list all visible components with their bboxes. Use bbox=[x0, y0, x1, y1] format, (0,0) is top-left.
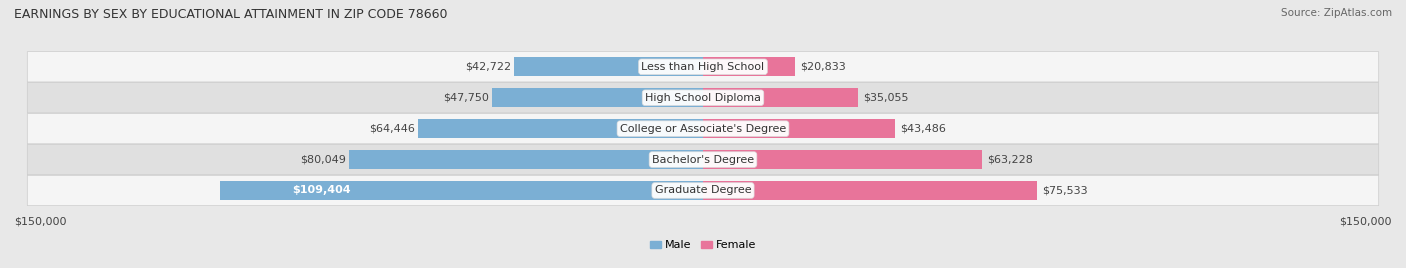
Legend: Male, Female: Male, Female bbox=[645, 236, 761, 255]
Text: Graduate Degree: Graduate Degree bbox=[655, 185, 751, 195]
Bar bbox=[219, 181, 703, 200]
Text: High School Diploma: High School Diploma bbox=[645, 93, 761, 103]
Text: $47,750: $47,750 bbox=[443, 93, 489, 103]
Text: EARNINGS BY SEX BY EDUCATIONAL ATTAINMENT IN ZIP CODE 78660: EARNINGS BY SEX BY EDUCATIONAL ATTAINMEN… bbox=[14, 8, 447, 21]
Bar bbox=[703, 57, 794, 76]
FancyBboxPatch shape bbox=[27, 144, 1379, 175]
Text: $63,228: $63,228 bbox=[987, 155, 1033, 165]
FancyBboxPatch shape bbox=[27, 113, 1379, 144]
FancyBboxPatch shape bbox=[27, 83, 1379, 113]
Text: Less than High School: Less than High School bbox=[641, 62, 765, 72]
Bar bbox=[419, 119, 703, 138]
Bar bbox=[492, 88, 703, 107]
Text: $80,049: $80,049 bbox=[301, 155, 346, 165]
Text: $64,446: $64,446 bbox=[370, 124, 415, 134]
Text: Source: ZipAtlas.com: Source: ZipAtlas.com bbox=[1281, 8, 1392, 18]
Bar bbox=[350, 150, 703, 169]
Bar bbox=[515, 57, 703, 76]
Bar bbox=[703, 119, 896, 138]
Text: $20,833: $20,833 bbox=[800, 62, 846, 72]
Text: Bachelor's Degree: Bachelor's Degree bbox=[652, 155, 754, 165]
FancyBboxPatch shape bbox=[27, 52, 1379, 82]
Text: College or Associate's Degree: College or Associate's Degree bbox=[620, 124, 786, 134]
Text: $75,533: $75,533 bbox=[1042, 185, 1087, 195]
Bar bbox=[703, 88, 858, 107]
Text: $35,055: $35,055 bbox=[863, 93, 908, 103]
Text: $109,404: $109,404 bbox=[292, 185, 352, 195]
FancyBboxPatch shape bbox=[27, 175, 1379, 206]
Bar bbox=[703, 150, 983, 169]
Bar bbox=[703, 181, 1036, 200]
Text: $42,722: $42,722 bbox=[465, 62, 510, 72]
Text: $43,486: $43,486 bbox=[900, 124, 946, 134]
